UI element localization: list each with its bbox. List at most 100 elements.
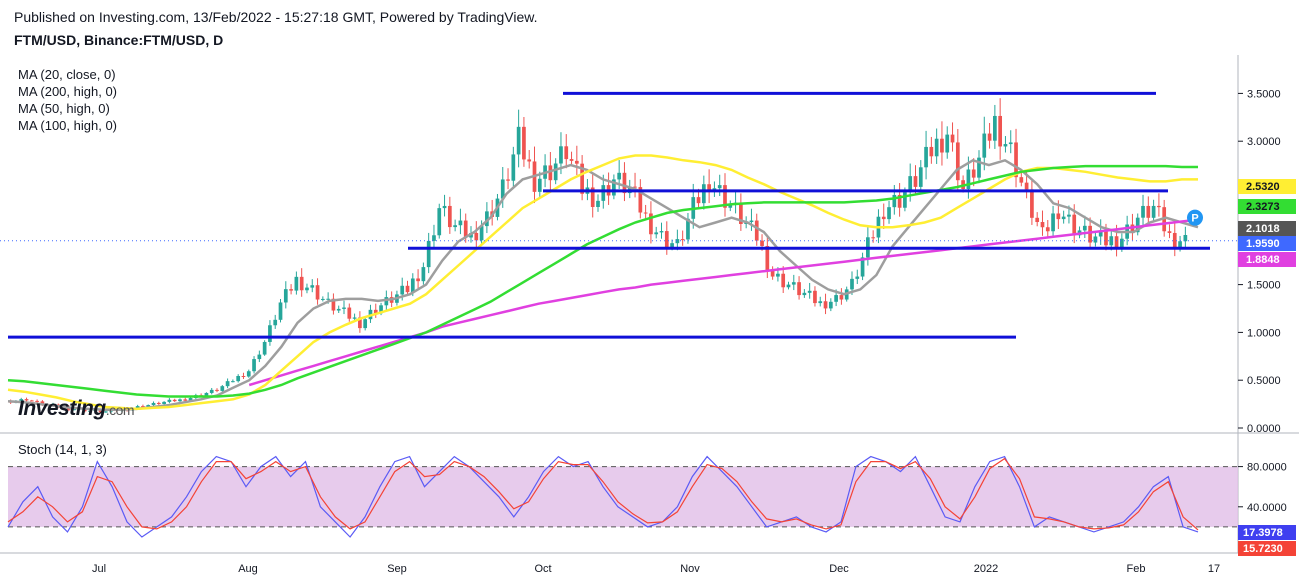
investing-logo: Investing.com [18,397,135,420]
svg-text:2.5320: 2.5320 [1246,181,1280,193]
svg-text:17.3978: 17.3978 [1243,527,1283,539]
candle [24,397,29,402]
candle [1003,136,1008,153]
candle [649,201,653,244]
candle [828,298,833,312]
candle [209,387,214,395]
candle [786,281,791,290]
legend-ma200[interactable]: MA (200, high, 0) [18,84,117,99]
candle [987,122,992,149]
candle [580,155,584,201]
price-badge: 1.9590 [1238,236,1296,251]
legend-ma20[interactable]: MA (20, close, 0) [18,67,116,82]
candle [453,219,457,232]
candle [897,183,902,217]
chart-symbol-title: FTM/USD, Binance:FTM/USD, D [14,32,224,48]
candle [156,401,161,405]
candle [606,172,611,205]
candle [283,281,288,309]
candle [405,280,410,296]
candle [1008,130,1013,154]
candle [527,150,532,169]
candle [686,212,690,244]
candle [553,158,558,185]
candle [458,208,463,235]
candle [252,356,256,374]
time-tick-label: Dec [829,563,849,575]
legend-ma100[interactable]: MA (100, high, 0) [18,118,117,133]
candle [474,221,479,250]
candle [860,252,865,281]
candle [162,401,166,405]
time-tick-label: 17 [1208,563,1220,575]
candle [1040,210,1045,236]
candle [574,145,579,175]
candle [1019,172,1024,187]
candle [612,174,616,200]
candle [220,384,225,392]
p-marker-icon[interactable] [1187,209,1203,226]
candle [178,398,182,402]
stoch-tick-label: 40.0000 [1247,502,1287,514]
candle [331,293,336,315]
candle [717,174,722,197]
legend-ma50[interactable]: MA (50, high, 0) [18,101,110,116]
price-badge: 1.8848 [1238,252,1296,267]
candle [701,175,706,210]
stoch-line-d[interactable] [7,457,1199,531]
candle [1141,194,1145,227]
candle [918,160,923,193]
candle [1135,213,1140,236]
candle [707,169,711,204]
ma-line-ma-20-close-0-[interactable] [7,158,1199,412]
candle [522,116,526,167]
candle [299,268,304,297]
candle [733,191,738,214]
candle [310,279,315,293]
candle [802,289,807,298]
candle [638,179,643,219]
candle [770,266,775,280]
price-tick-label: 3.0000 [1247,136,1281,148]
candle [998,98,1003,160]
candle [35,399,39,403]
candle [278,298,283,323]
candle [596,194,600,212]
ma-line-ma-50-high-0-[interactable] [7,154,1198,411]
ma-line-ma-100-high-0-[interactable] [7,164,1198,398]
candle [1146,196,1151,225]
time-tick-label: Oct [534,563,551,575]
candle [643,204,648,220]
candle [728,200,733,212]
candle [823,293,828,315]
candle [262,340,267,356]
candle [881,203,886,230]
candle [437,203,442,239]
candle [215,388,219,393]
price-tick-label: 3.5000 [1247,88,1281,100]
candle [1061,210,1066,224]
candle [680,230,685,246]
candle [315,278,320,305]
candle [543,154,547,188]
candle [231,379,235,383]
candle [1183,226,1188,248]
stoch-tick-label: 80.0000 [1247,462,1287,474]
stoch-line-k[interactable] [7,455,1199,538]
candle [1051,205,1055,237]
candle [358,311,362,333]
candle [537,171,542,198]
candle [818,296,823,307]
candle [1035,212,1040,227]
candle [236,374,241,383]
svg-text:2.1018: 2.1018 [1246,223,1280,235]
candle [797,276,801,300]
candle [664,221,669,255]
candle [426,232,431,274]
time-tick-label: Jul [92,563,106,575]
candle [971,158,976,187]
candle [257,350,262,363]
candle [347,303,352,322]
candle [1167,224,1172,239]
